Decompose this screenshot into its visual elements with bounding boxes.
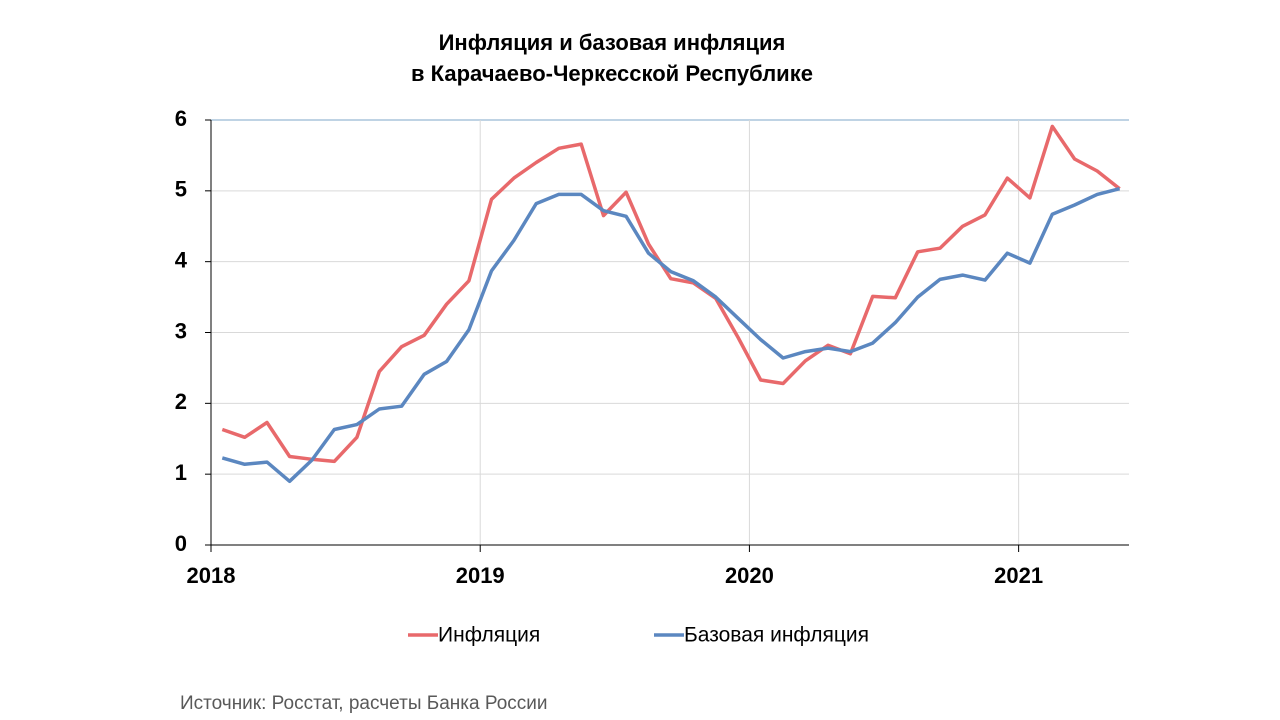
x-tick-label: 2020 bbox=[725, 563, 774, 588]
source-note: Источник: Росстат, расчеты Банка России bbox=[180, 693, 548, 714]
y-tick-label: 6 bbox=[175, 106, 187, 131]
y-tick-label: 2 bbox=[175, 389, 187, 414]
x-tick-label: 2019 bbox=[456, 563, 505, 588]
series-line bbox=[221, 187, 1121, 484]
y-tick-label: 5 bbox=[175, 177, 187, 202]
chart-title: в Карачаево-Черкесской Республике bbox=[411, 61, 813, 86]
chart-title: Инфляция и базовая инфляция bbox=[439, 30, 786, 55]
legend-label: Инфляция bbox=[438, 624, 540, 647]
legend-label: Базовая инфляция bbox=[684, 624, 869, 647]
y-tick-label: 1 bbox=[175, 460, 187, 485]
y-tick-label: 3 bbox=[175, 318, 187, 343]
x-tick-label: 2018 bbox=[187, 563, 236, 588]
x-tick-label: 2021 bbox=[994, 563, 1043, 588]
y-tick-label: 0 bbox=[175, 531, 187, 556]
series-line bbox=[221, 124, 1121, 464]
y-tick-label: 4 bbox=[175, 247, 188, 272]
